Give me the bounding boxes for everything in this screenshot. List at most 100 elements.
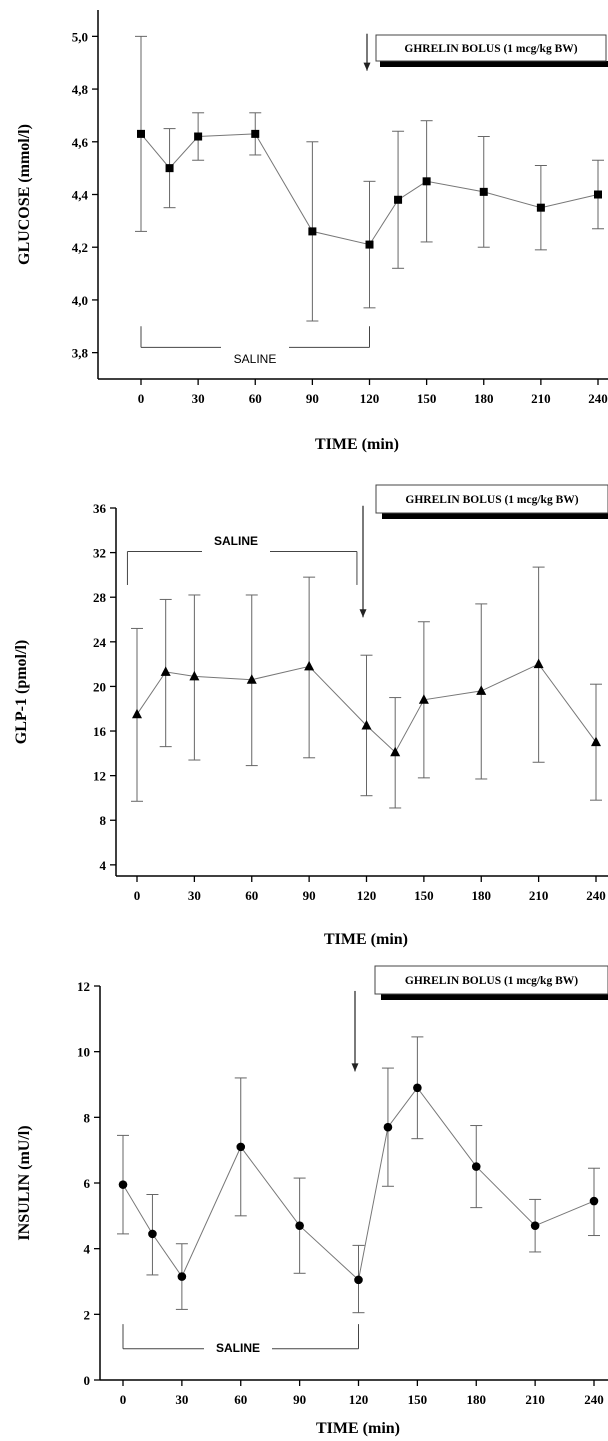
saline-label: SALINE	[214, 534, 258, 548]
y-tick-label: 16	[93, 724, 107, 739]
x-axis-label: TIME (min)	[324, 931, 408, 948]
data-point-square	[194, 132, 203, 141]
x-tick-label: 120	[349, 1392, 369, 1407]
y-axis-label: INSULIN (mU/l)	[16, 1125, 33, 1240]
data-point-square	[479, 187, 488, 196]
x-tick-label: 30	[192, 391, 205, 406]
y-tick-label: 4	[84, 1242, 91, 1257]
y-tick-label: 32	[93, 546, 106, 561]
data-point-circle	[413, 1083, 422, 1093]
x-tick-label: 0	[120, 1392, 127, 1407]
x-tick-label: 30	[188, 888, 201, 903]
y-tick-label: 2	[84, 1307, 91, 1322]
data-point-circle	[383, 1122, 393, 1132]
y-tick-label: 12	[93, 769, 106, 784]
x-tick-label: 150	[408, 1392, 428, 1407]
data-point-square	[251, 129, 260, 138]
data-point-triangle	[361, 719, 372, 730]
x-axis-label: TIME (min)	[315, 436, 399, 453]
data-point-square	[594, 190, 602, 199]
data-point-square	[165, 164, 174, 173]
y-tick-label: 20	[93, 679, 106, 694]
bolus-label-box	[375, 484, 608, 514]
data-point-triangle	[304, 660, 315, 671]
bolus-arrow	[359, 505, 367, 618]
bolus-label-box	[375, 34, 607, 62]
data-point-square	[137, 129, 145, 138]
bolus-arrow-head	[351, 1063, 359, 1072]
data-point-triangle	[390, 746, 401, 757]
data-point-circle	[177, 1272, 187, 1281]
y-tick-label: 4,2	[72, 240, 88, 255]
saline-bracket: SALINE	[140, 326, 370, 366]
x-tick-label: 90	[303, 888, 316, 903]
x-tick-label: 210	[529, 888, 549, 903]
x-tick-label: 150	[414, 888, 434, 903]
bolus-bar	[382, 513, 608, 519]
data-point-square	[394, 195, 403, 204]
x-tick-label: 180	[467, 1392, 487, 1407]
x-tick-label: 60	[245, 888, 258, 903]
x-tick-label: 210	[531, 391, 551, 406]
data-point-triangle	[246, 674, 257, 684]
x-tick-label: 240	[588, 391, 608, 406]
data-point-circle	[471, 1162, 481, 1171]
data-point-triangle	[418, 694, 429, 704]
data-point-square	[422, 177, 431, 186]
y-tick-label: 36	[93, 501, 107, 516]
saline-bracket: SALINE	[126, 534, 358, 585]
data-point-triangle	[132, 708, 142, 719]
y-tick-label: 0	[84, 1373, 91, 1388]
y-tick-label: 6	[84, 1176, 91, 1191]
bolus-arrow-head	[359, 609, 367, 618]
y-tick-label: 4,0	[72, 293, 88, 308]
bolus-arrow	[351, 990, 359, 1072]
data-point-circle	[236, 1142, 246, 1152]
y-tick-label: 28	[93, 590, 107, 605]
y-tick-label: 3,8	[72, 346, 89, 361]
x-tick-label: 240	[584, 1392, 604, 1407]
saline-bracket: SALINE	[122, 1324, 359, 1355]
x-axis-label: TIME (min)	[316, 1420, 400, 1437]
data-point-triangle	[160, 666, 171, 676]
y-tick-label: 4,6	[72, 135, 89, 150]
x-tick-label: 60	[249, 391, 262, 406]
x-tick-label: 120	[360, 391, 380, 406]
bolus-arrow	[363, 33, 371, 71]
data-point-triangle	[476, 685, 487, 695]
x-tick-label: 120	[357, 888, 377, 903]
x-tick-label: 90	[293, 1392, 306, 1407]
x-tick-label: 240	[586, 888, 606, 903]
x-tick-label: 30	[175, 1392, 188, 1407]
data-point-circle	[148, 1229, 157, 1239]
bolus-label: GHRELIN BOLUS (1 mcg/kg BW)	[404, 43, 577, 55]
data-point-circle	[118, 1180, 128, 1189]
data-point-square	[365, 240, 374, 249]
bolus-bar	[381, 994, 608, 1000]
data-point-circle	[589, 1196, 599, 1206]
x-tick-label: 180	[472, 888, 492, 903]
x-tick-label: 0	[134, 888, 141, 903]
y-tick-label: 4,8	[72, 82, 89, 97]
y-tick-label: 8	[100, 813, 107, 828]
bolus-label: GHRELIN BOLUS (1 mcg/kg BW)	[405, 975, 578, 987]
x-tick-label: 210	[525, 1392, 545, 1407]
data-point-triangle	[189, 670, 200, 681]
bolus-label: GHRELIN BOLUS (1 mcg/kg BW)	[405, 494, 578, 506]
chart-panel-1: 3,8 4,0 4,2 4,4 4,6 4,8 5,0 0 30 60 90 120 150 180 210…	[16, 10, 608, 453]
data-point-circle	[354, 1275, 363, 1285]
x-tick-label: 180	[474, 391, 494, 406]
saline-label: SALINE	[234, 352, 277, 366]
data-point-triangle	[533, 658, 544, 669]
saline-label: SALINE	[216, 1341, 260, 1355]
y-tick-label: 4	[100, 858, 107, 873]
y-tick-label: 4,4	[72, 188, 89, 203]
y-tick-label: 10	[77, 1045, 90, 1060]
bolus-label-box	[374, 965, 608, 995]
y-tick-label: 8	[84, 1110, 91, 1125]
data-point-square	[536, 203, 545, 212]
x-tick-label: 90	[306, 391, 319, 406]
x-tick-label: 60	[234, 1392, 247, 1407]
y-axis-label: GLUCOSE (mmol/l)	[16, 124, 33, 265]
data-point-square	[308, 227, 317, 236]
